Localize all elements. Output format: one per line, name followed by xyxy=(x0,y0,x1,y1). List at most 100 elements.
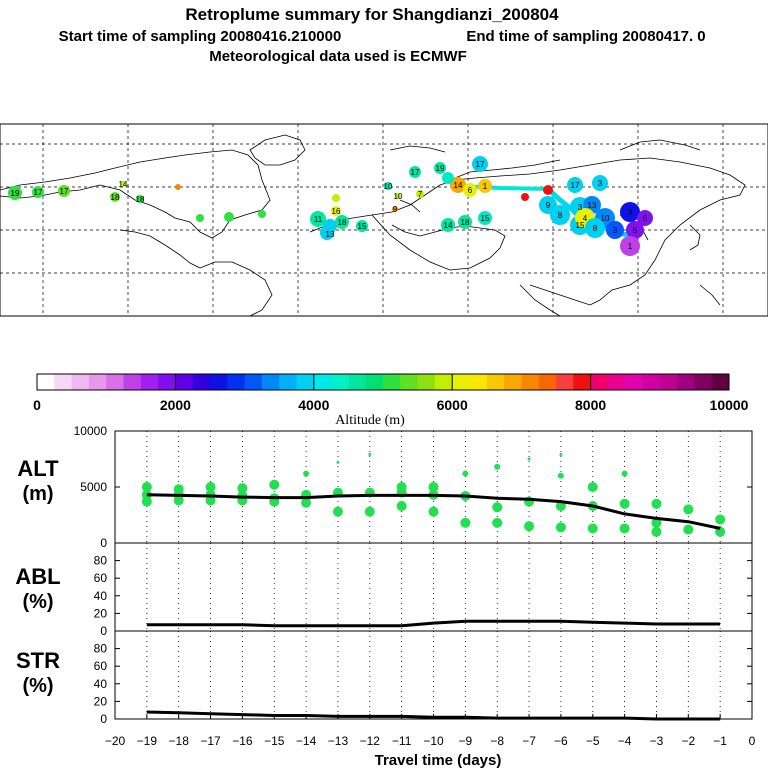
xtick-label: −19 xyxy=(137,734,158,748)
trajectory-point xyxy=(472,156,488,172)
alt-cluster-point xyxy=(269,479,280,490)
alt-cluster-point xyxy=(396,501,407,512)
met-data-label: Meteorological data used is ECMWF xyxy=(209,48,467,65)
trajectory-point xyxy=(620,202,640,222)
colorbar-tick-label: 4000 xyxy=(298,397,329,413)
trajectory-point xyxy=(626,221,644,239)
str-ytick-label: 60 xyxy=(94,659,108,673)
colorbar-cell xyxy=(383,374,401,390)
trajectory-day-label: 13 xyxy=(326,230,335,239)
alt-cluster-point xyxy=(715,514,726,525)
trajectory-point xyxy=(442,172,454,184)
alt-cluster-point xyxy=(559,453,563,457)
trajectory-point xyxy=(58,185,70,197)
alt-cluster-point xyxy=(683,524,694,535)
trajectory-day-label: 4 xyxy=(583,214,588,223)
colorbar-cell xyxy=(659,374,678,390)
alt-cluster-point xyxy=(557,472,564,479)
alt-cluster-point xyxy=(173,495,184,506)
colorbar-cell xyxy=(469,374,488,390)
trajectory-day-label: 9 xyxy=(393,205,398,214)
trajectory-point xyxy=(175,184,181,190)
alt-cluster-point xyxy=(301,497,312,508)
x-axis-label: Travel time (days) xyxy=(375,752,502,768)
trajectory-point xyxy=(463,183,477,197)
trajectory-day-label: 17 xyxy=(571,181,580,190)
alt-cluster-point xyxy=(141,496,152,507)
trajectory-day-label: 14 xyxy=(444,221,453,230)
alt-cluster-point xyxy=(428,506,439,517)
colorbar-cell xyxy=(244,374,263,390)
alt-cluster-point xyxy=(303,470,310,477)
trajectory-day-label: 15 xyxy=(481,214,490,223)
trajectory-point xyxy=(416,190,424,198)
str-mean-line xyxy=(146,710,721,721)
trajectory-day-label: 3 xyxy=(628,208,633,217)
alt-cluster-point xyxy=(494,463,501,470)
alt-cluster-point xyxy=(205,495,216,506)
trajectory-point xyxy=(521,193,529,201)
trajectory-day-label: 6 xyxy=(468,186,473,195)
trajectory-day-label: 17 xyxy=(476,160,485,169)
trajectory-day-label: 15 xyxy=(576,221,585,230)
colorbar-tick-label: 10000 xyxy=(710,397,749,413)
trajectory-day-label: 8 xyxy=(558,211,563,220)
colorbar-cell xyxy=(88,374,107,390)
xtick-label: −15 xyxy=(264,734,285,748)
colorbar-cell xyxy=(400,374,419,390)
colorbar-cell xyxy=(106,374,124,390)
colorbar-cell xyxy=(556,374,574,390)
alt-cluster-point xyxy=(527,457,531,461)
trajectory-point xyxy=(331,206,341,216)
xtick-label: −5 xyxy=(586,734,600,748)
trajectory-day-label: 1 xyxy=(628,242,633,251)
alt-cluster-point xyxy=(587,523,598,534)
alt-ytick-label: 5000 xyxy=(80,480,107,494)
map-coastlines xyxy=(0,134,746,317)
alt-cluster-point xyxy=(651,517,662,528)
colorbar-cell xyxy=(227,374,246,390)
xtick-label: −12 xyxy=(360,734,381,748)
trajectory-point xyxy=(550,205,570,225)
colorbar-cell xyxy=(538,374,557,390)
trajectory-day-label: 9 xyxy=(546,201,551,210)
xtick-label: −4 xyxy=(618,734,632,748)
trajectory-point xyxy=(592,175,608,191)
colorbar-cell xyxy=(711,374,730,390)
trajectory-point xyxy=(606,221,624,239)
str-ytick-label: 20 xyxy=(94,694,108,708)
colorbar-cell xyxy=(37,374,55,390)
trajectory-point xyxy=(434,162,446,174)
colorbar-cell xyxy=(434,374,453,390)
str-panel-title: STR xyxy=(16,648,60,673)
colorbar-cell xyxy=(261,374,280,390)
colorbar-cell xyxy=(452,374,470,390)
xtick-label: −8 xyxy=(490,734,504,748)
trajectory-day-label: 16 xyxy=(332,207,341,216)
colorbar-cell xyxy=(210,374,228,390)
map-frame xyxy=(0,123,768,317)
alt-cluster-point xyxy=(524,521,535,532)
trajectory-day-label: 18 xyxy=(461,218,470,227)
xtick-label: −10 xyxy=(423,734,444,748)
alt-ytick-label: 0 xyxy=(100,536,107,550)
colorbar-cell xyxy=(486,374,505,390)
alt-cluster-point xyxy=(619,523,630,534)
trajectory-day-label: 19 xyxy=(11,189,20,198)
trajectory-point xyxy=(441,218,455,232)
trajectory-day-label: 19 xyxy=(436,164,445,173)
colorbar-cell xyxy=(590,374,609,390)
trajectory-point xyxy=(478,211,492,225)
colorbar-cell xyxy=(417,374,436,390)
trajectory-point xyxy=(332,194,340,202)
colorbar-cell xyxy=(296,374,315,390)
colorbar-cell xyxy=(123,374,142,390)
altitude-colorbar: 0 2000 4000 6000 8000 10000 Altitude (m) xyxy=(33,373,749,428)
trajectory-day-label: 17 xyxy=(60,187,69,196)
colorbar-cell xyxy=(677,374,695,390)
trajectory-point xyxy=(637,210,653,226)
trajectory-day-label: 6 xyxy=(643,214,648,223)
colorbar-label: Altitude (m) xyxy=(335,413,405,428)
trajectory-day-label: 5 xyxy=(633,226,638,235)
